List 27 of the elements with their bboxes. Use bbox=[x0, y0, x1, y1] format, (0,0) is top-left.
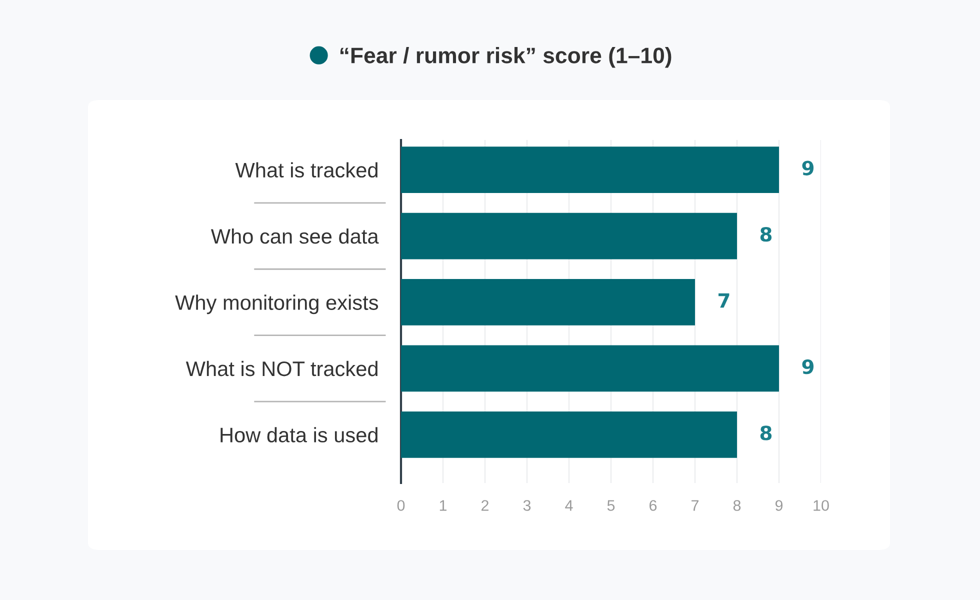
data-label: 9 bbox=[802, 160, 814, 176]
y-tick-label: Who can see data bbox=[210, 228, 379, 244]
y-tick-label: Why monitoring exists bbox=[175, 294, 378, 314]
x-tick-label: 4 bbox=[565, 500, 573, 511]
x-tick-label: 10 bbox=[814, 500, 829, 511]
bar bbox=[401, 345, 779, 392]
bar bbox=[401, 146, 779, 193]
x-tick-label: 3 bbox=[523, 500, 531, 511]
y-tick-label: How data is used bbox=[220, 427, 378, 442]
data-label: 8 bbox=[760, 226, 772, 242]
x-tick-label: 9 bbox=[775, 500, 783, 511]
y-tick-label: What is tracked bbox=[235, 162, 378, 178]
data-label: 7 bbox=[718, 293, 730, 308]
x-tick-label: 0 bbox=[397, 500, 405, 511]
data-label: 9 bbox=[802, 359, 814, 374]
bar bbox=[401, 279, 695, 326]
y-tick-label: What is NOT tracked bbox=[186, 360, 378, 376]
x-tick-label: 7 bbox=[692, 500, 698, 511]
data-label: 8 bbox=[760, 426, 772, 440]
x-tick-label: 1 bbox=[440, 500, 447, 511]
bar bbox=[401, 212, 737, 260]
x-tick-label: 2 bbox=[482, 500, 488, 511]
legend-label: “Fear / rumor risk” score (1–10) bbox=[340, 47, 672, 68]
bar bbox=[401, 411, 737, 458]
x-tick-label: 8 bbox=[733, 500, 741, 511]
x-tick-label: 5 bbox=[607, 500, 615, 511]
x-tick-label: 6 bbox=[650, 500, 657, 511]
